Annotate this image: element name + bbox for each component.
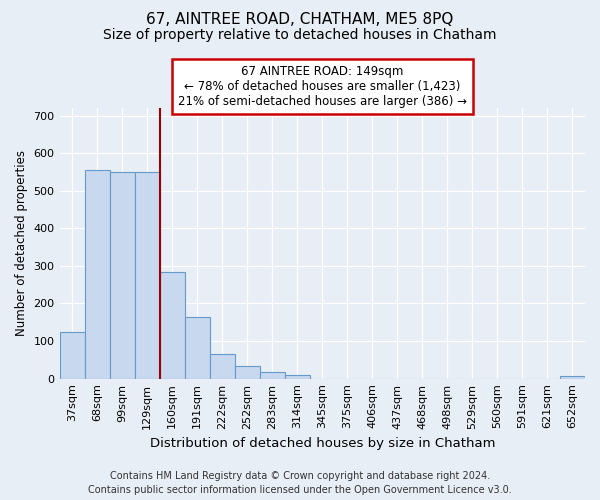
- Text: 67 AINTREE ROAD: 149sqm
← 78% of detached houses are smaller (1,423)
21% of semi: 67 AINTREE ROAD: 149sqm ← 78% of detache…: [178, 65, 467, 108]
- Text: Contains HM Land Registry data © Crown copyright and database right 2024.
Contai: Contains HM Land Registry data © Crown c…: [88, 471, 512, 495]
- Text: 67, AINTREE ROAD, CHATHAM, ME5 8PQ: 67, AINTREE ROAD, CHATHAM, ME5 8PQ: [146, 12, 454, 28]
- Bar: [59, 332, 85, 378]
- Bar: [209, 354, 235, 378]
- Bar: [560, 376, 585, 378]
- Bar: [185, 318, 209, 378]
- Bar: [285, 374, 310, 378]
- Bar: [85, 170, 110, 378]
- Bar: [160, 272, 185, 378]
- Bar: [110, 172, 134, 378]
- X-axis label: Distribution of detached houses by size in Chatham: Distribution of detached houses by size …: [149, 437, 495, 450]
- Bar: [260, 372, 285, 378]
- Bar: [235, 366, 260, 378]
- Y-axis label: Number of detached properties: Number of detached properties: [15, 150, 28, 336]
- Bar: [134, 172, 160, 378]
- Text: Size of property relative to detached houses in Chatham: Size of property relative to detached ho…: [103, 28, 497, 42]
